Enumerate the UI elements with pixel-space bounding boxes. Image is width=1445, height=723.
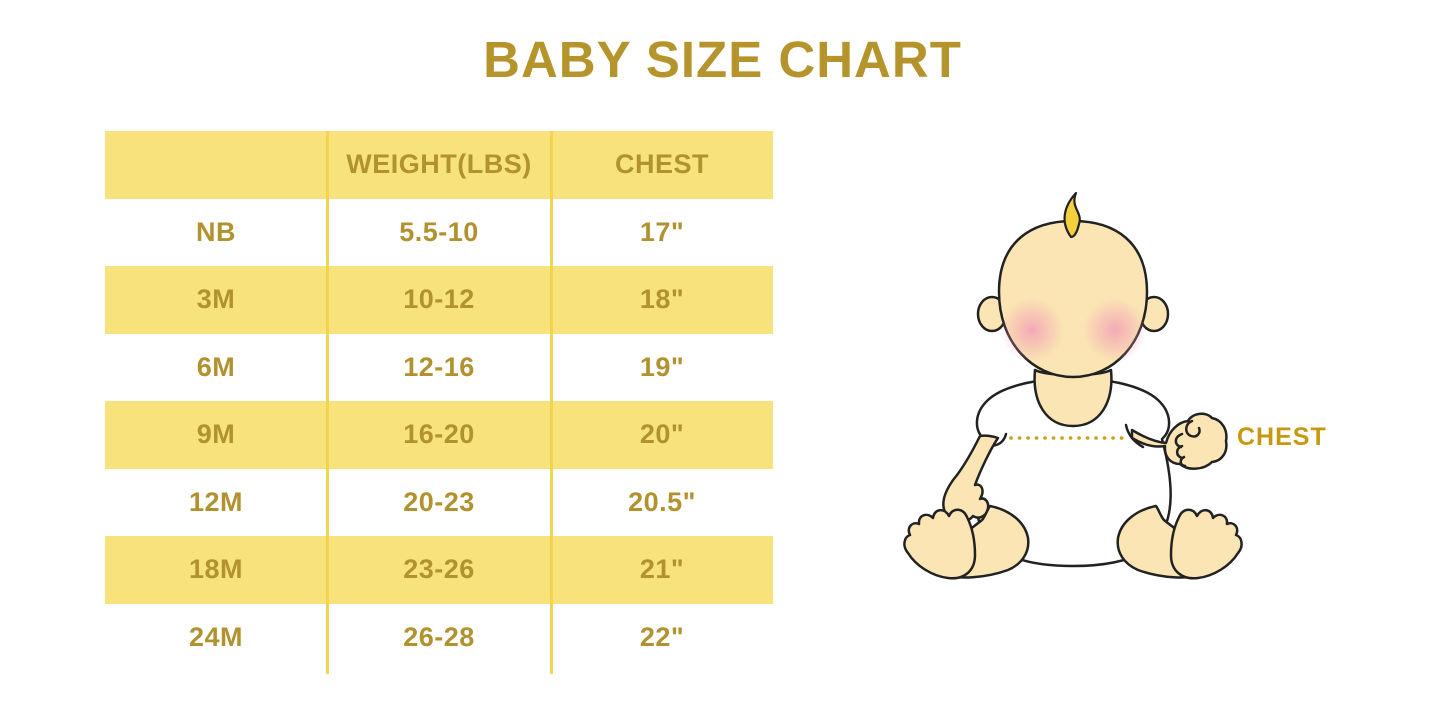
chest-cell: 17": [639, 216, 685, 247]
size-cell: 9M: [196, 419, 236, 450]
baby-left-cheek: [1000, 298, 1064, 362]
baby-right-arm: [1130, 412, 1228, 470]
size-cell: 24M: [188, 621, 244, 652]
fist-thumb: [1185, 419, 1201, 438]
header-chest-cell: CHEST: [614, 149, 709, 180]
chest-cell: 20.5": [628, 486, 696, 517]
chest-cell: 19": [639, 351, 685, 382]
column-divider: [550, 131, 553, 674]
size-table: WEIGHT(LBS) CHEST NB 5.5-10 17" 3M 10-12…: [105, 131, 773, 674]
weight-cell: 10-12: [403, 284, 475, 315]
weight-cell: 26-28: [403, 621, 475, 652]
fist-fingers: [1174, 432, 1187, 468]
baby-hair-curl: [1063, 191, 1081, 239]
weight-cell: 20-23: [403, 486, 475, 517]
size-cell: 18M: [188, 554, 244, 585]
weight-cell: 23-26: [403, 554, 475, 585]
weight-cell: 5.5-10: [399, 216, 479, 247]
chest-cell: 22": [639, 621, 685, 652]
size-cell: 12M: [188, 486, 244, 517]
baby-right-foot: [1169, 508, 1243, 580]
baby-right-cheek: [1083, 298, 1147, 362]
table-row-9m: 9M 16-20 20": [105, 401, 773, 469]
size-cell: 6M: [196, 351, 236, 382]
chest-cell: 20": [639, 419, 685, 450]
header-size-cell: [105, 131, 327, 199]
table-row-24m: 24M 26-28 22": [105, 603, 773, 671]
table-row-nb: NB 5.5-10 17": [105, 198, 773, 266]
baby-illustration: [903, 191, 1243, 580]
chest-cell: 18": [639, 284, 685, 315]
table-row-3m: 3M 10-12 18": [105, 266, 773, 334]
column-divider: [326, 131, 329, 674]
table-row-18m: 18M 23-26 21": [105, 536, 773, 604]
table-row-12m: 12M 20-23 20.5": [105, 468, 773, 536]
size-cell: NB: [196, 216, 236, 247]
table-row-6m: 6M 12-16 19": [105, 333, 773, 401]
baby-left-foot: [903, 508, 977, 580]
baby-shirt: [974, 376, 1172, 568]
chest-cell: 21": [639, 554, 685, 585]
table-header-row: WEIGHT(LBS) CHEST: [105, 131, 773, 199]
page-title: BABY SIZE CHART: [483, 31, 962, 88]
chest-label: CHEST: [1237, 423, 1327, 451]
weight-cell: 16-20: [403, 419, 475, 450]
header-weight-cell: WEIGHT(LBS): [346, 149, 532, 180]
size-cell: 3M: [196, 284, 236, 315]
weight-cell: 12-16: [403, 351, 475, 382]
